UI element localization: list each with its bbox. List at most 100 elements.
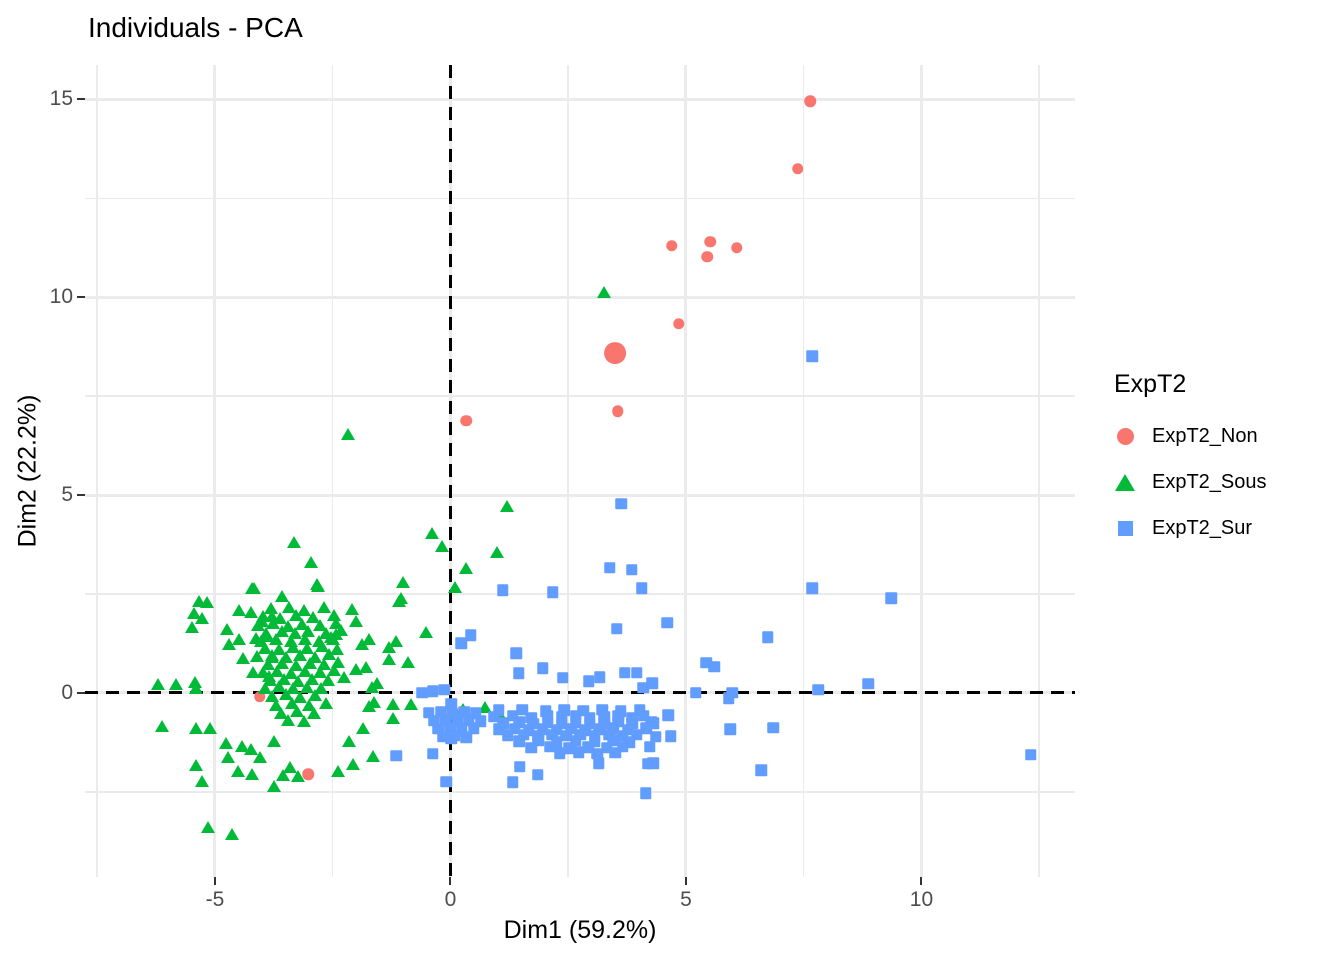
point-expt2_sur — [637, 682, 649, 694]
point-expt2_sous — [194, 774, 209, 787]
gridline-x-minor — [802, 65, 805, 877]
point-expt2_sous — [400, 655, 415, 668]
point-expt2_sous — [297, 715, 312, 728]
point-expt2_sur — [591, 748, 604, 760]
point-expt2_sur — [724, 723, 736, 735]
point-expt2_sur — [467, 722, 480, 734]
gridline-y-major — [85, 493, 1075, 497]
point-expt2_sous — [458, 562, 473, 575]
y-axis-tick — [77, 691, 85, 694]
point-expt2_sous — [189, 722, 204, 734]
point-expt2_sur — [650, 731, 662, 743]
point-expt2_sur — [661, 617, 673, 629]
point-expt2_sous — [200, 820, 215, 833]
point-expt2_sur — [513, 760, 526, 773]
point-expt2_sur — [582, 741, 594, 753]
point-expt2_sur — [607, 722, 620, 734]
point-expt2_sous — [291, 769, 306, 782]
point-expt2_sous — [404, 697, 419, 710]
point-expt2_sur — [631, 729, 643, 741]
point-expt2_sous — [356, 722, 371, 734]
legend-label: ExpT2_Non — [1152, 424, 1258, 447]
point-expt2_sous — [478, 701, 493, 714]
point-expt2_sur — [646, 677, 658, 689]
point-expt2_sur — [570, 735, 582, 747]
point-expt2_sur — [508, 722, 521, 735]
point-expt2_sur — [445, 697, 458, 710]
point-expt2_sous — [236, 651, 251, 664]
point-expt2_sur — [427, 714, 440, 727]
triangle-icon — [1115, 473, 1135, 491]
point-expt2_non — [302, 768, 314, 780]
x-tick-label: 10 — [909, 888, 934, 911]
point-expt2_sous — [382, 640, 397, 653]
point-expt2_sous — [359, 661, 374, 674]
point-expt2_sur — [451, 715, 463, 728]
legend-item-expt2_sur: ExpT2_Sur — [1112, 505, 1342, 551]
point-expt2_sur — [513, 716, 525, 729]
point-expt2_sur — [555, 711, 568, 723]
point-expt2_sur — [556, 672, 569, 684]
point-expt2_sur — [432, 722, 444, 735]
x-axis-tick — [920, 877, 923, 885]
legend: ExpT2 ExpT2_Non ExpT2_Sous ExpT2_Sur — [1112, 370, 1342, 551]
point-expt2_sous — [303, 556, 318, 569]
point-expt2_sur — [583, 675, 595, 687]
point-expt2_sur — [640, 787, 652, 799]
point-expt2_sur — [544, 741, 557, 753]
legend-title: ExpT2 — [1114, 370, 1187, 398]
point-expt2_sur — [637, 710, 650, 722]
point-expt2_sous — [232, 604, 246, 617]
point-expt2_non — [804, 95, 817, 108]
point-expt2_sur — [626, 711, 639, 724]
point-expt2_sous — [362, 699, 377, 712]
point-expt2_sur — [570, 710, 582, 722]
point-expt2_non — [731, 242, 743, 254]
point-expt2_sous — [346, 758, 361, 770]
point-expt2_sur — [448, 729, 461, 742]
point-expt2_sur — [642, 758, 654, 770]
point-expt2_sous — [267, 735, 282, 748]
point-expt2_sur — [617, 729, 629, 742]
y-axis-tick — [77, 494, 85, 497]
plot-panel — [85, 65, 1075, 877]
point-expt2_sous — [311, 579, 326, 592]
point-expt2_sur — [506, 710, 519, 722]
point-expt2_sur — [640, 722, 653, 734]
point-expt2_sur — [662, 709, 674, 721]
point-expt2_sur — [439, 714, 452, 726]
point-expt2_sur — [623, 736, 636, 748]
hline-dim2-zero — [85, 691, 1075, 695]
point-expt2_sous — [221, 750, 236, 763]
legend-item-expt2_non: ExpT2_Non — [1112, 413, 1342, 459]
point-expt2_sur — [577, 705, 590, 717]
point-expt2_sur — [594, 671, 606, 683]
point-expt2_sur — [806, 582, 818, 594]
point-expt2_sur — [426, 747, 439, 760]
legend-key-square — [1112, 515, 1138, 541]
point-expt2_non — [253, 691, 266, 703]
point-expt2_sous — [386, 712, 401, 725]
point-expt2_sous — [245, 767, 260, 780]
legend-item-expt2_sous: ExpT2_Sous — [1112, 459, 1342, 505]
point-expt2_sur — [723, 692, 735, 704]
point-expt2_sous — [597, 286, 612, 299]
point-expt2_sur — [555, 717, 568, 730]
point-expt2_sur — [700, 657, 712, 669]
x-axis-tick — [449, 877, 452, 885]
point-expt2_sous — [224, 828, 239, 841]
point-expt2_sur — [546, 729, 558, 741]
point-expt2_sur — [665, 730, 677, 742]
point-expt2_sur — [423, 707, 435, 719]
point-expt2_sur — [1024, 748, 1037, 761]
point-expt2_sous — [349, 615, 364, 628]
point-expt2_sur — [537, 662, 549, 674]
gridline-x-minor — [567, 65, 569, 877]
legend-label: ExpT2_Sur — [1152, 516, 1253, 539]
y-tick-label: 0 — [61, 680, 73, 704]
point-expt2_sur — [513, 735, 525, 748]
point-expt2_sur — [537, 723, 549, 735]
point-expt2_sous — [168, 678, 183, 691]
point-expt2_sur — [690, 687, 702, 699]
point-expt2_sous — [275, 590, 290, 603]
